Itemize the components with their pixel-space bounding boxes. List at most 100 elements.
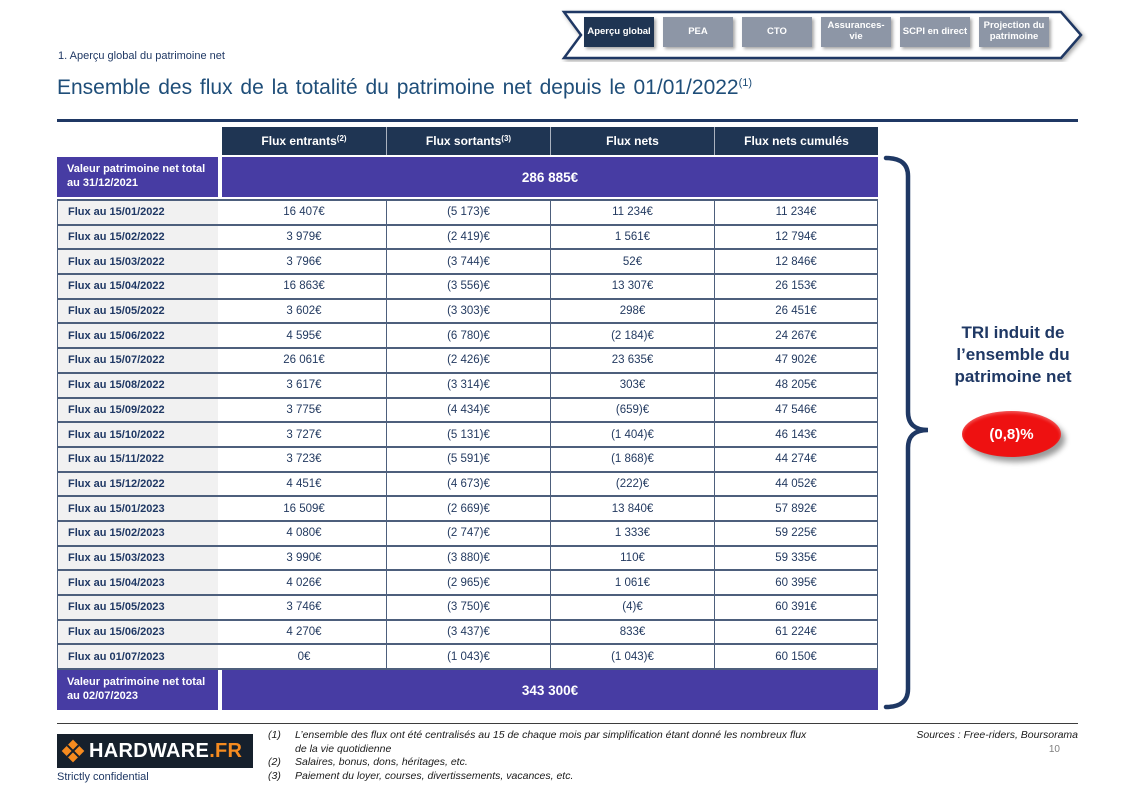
table-row: Flux au 15/04/2023 4 026€ (2 965)€ 1 061€ 60… [57,569,878,594]
cell-cumules: 11 234€ [714,201,878,224]
cell-entrants: 3 796€ [222,250,386,274]
cell-entrants: 16 407€ [222,201,386,224]
sources-label: Sources : Free-riders, Boursorama [916,729,1078,741]
cell-nets: 303€ [550,373,714,397]
tri-badge-value: (0,8)% [989,425,1034,443]
row-label: Flux au 15/07/2022 [57,349,218,372]
cell-cumules: 12 794€ [714,225,878,249]
tab-pea[interactable]: PEA [663,17,733,47]
column-gap [218,521,222,545]
cell-cumules: 60 395€ [714,571,878,594]
cell-entrants: 16 863€ [222,275,386,298]
table-row: Flux au 15/03/2023 3 990€ (3 880)€ 110€ 59 3… [57,544,878,570]
cell-nets: 13 840€ [550,497,714,520]
opening-summary-row: Valeur patrimoine net total au 31/12/202… [57,157,878,197]
table-row: Flux au 15/10/2022 3 727€ (5 131)€ (1 404)€… [57,421,878,446]
cell-sortants: (2 747)€ [386,521,550,545]
cell-entrants: 3 617€ [222,373,386,397]
row-label: Flux au 15/03/2022 [57,250,218,274]
footnote-text: L’ensemble des flux ont été centralisés … [295,729,807,755]
cell-sortants: (3 303)€ [386,299,550,323]
cell-sortants: (2 419)€ [386,225,550,249]
closing-row-value: 343 300€ [222,670,878,711]
table-header-row: Flux entrants (2) Flux sortants (3) Flux n… [57,127,878,155]
cell-nets: (222)€ [550,472,714,496]
cell-cumules: 47 902€ [714,349,878,372]
cell-sortants: (3 880)€ [386,546,550,570]
table-row: Flux au 15/05/2022 3 602€ (3 303)€ 298€ 26 4… [57,297,878,323]
closing-summary-row: Valeur patrimoine net total au 02/07/202… [57,670,878,711]
footnotes: (1) L’ensemble des flux ont été centralis… [268,729,816,784]
column-gap [218,620,222,644]
col-header-label: Flux nets [606,134,659,148]
row-label: Flux au 15/05/2023 [57,596,218,619]
tab-cto[interactable]: CTO [742,17,812,47]
header-spacer [57,127,218,155]
cell-entrants: 4 451€ [222,472,386,496]
page-title-text: Ensemble des flux de la totalité du patr… [57,76,739,99]
cell-sortants: (2 426)€ [386,349,550,372]
column-gap [218,447,222,471]
cell-nets: (2 184)€ [550,324,714,348]
row-label: Flux au 15/02/2022 [57,225,218,249]
tri-annotation-text: TRI induit de l’ensemble du patrimoine n… [954,323,1072,387]
cell-entrants: 0€ [222,645,386,669]
cell-sortants: (3 744)€ [386,250,550,274]
table-row: Flux au 01/07/2023 0€ (1 043)€ (1 043)€ 60 1… [57,643,878,671]
column-gap [218,571,222,594]
row-label: Flux au 15/03/2023 [57,546,218,570]
footnote: (2) Salaires, bonus, dons, héritages, etc… [268,756,816,770]
cell-entrants: 3 602€ [222,299,386,323]
tri-badge: (0,8)% [962,411,1061,457]
cell-entrants: 3 723€ [222,447,386,471]
cell-sortants: (5 173)€ [386,201,550,224]
column-gap [218,497,222,520]
title-rule [57,119,1078,122]
col-header-sup: (3) [501,134,512,143]
cell-sortants: (5 131)€ [386,423,550,446]
column-gap [218,472,222,496]
cell-sortants: (2 669)€ [386,497,550,520]
cell-entrants: 4 595€ [222,324,386,348]
tab-scpi-en-direct[interactable]: SCPI en direct [900,17,970,47]
table-row: Flux au 15/02/2022 3 979€ (2 419)€ 1 561€ 12… [57,223,878,249]
hardware-fr-logo: HARDWARE.FR [57,734,253,768]
logo-text-main: HARDWARE [89,739,210,762]
opening-row-label: Valeur patrimoine net total au 31/12/202… [57,157,218,197]
column-gap [218,324,222,348]
row-label: Flux au 15/06/2022 [57,324,218,348]
row-label: Flux au 15/05/2022 [57,299,218,323]
cell-nets: (4)€ [550,596,714,619]
footnote: (1) L’ensemble des flux ont été centralis… [268,729,816,756]
hardware-diamond-icon [61,739,85,763]
table-row: Flux au 15/02/2023 4 080€ (2 747)€ 1 333€ 59… [57,519,878,545]
row-label: Flux au 15/12/2022 [57,472,218,496]
logo-text-suffix: .FR [209,739,243,762]
row-label: Flux au 15/08/2022 [57,373,218,397]
cell-cumules: 47 546€ [714,398,878,422]
tab-assurances-vie[interactable]: Assurances-vie [821,17,891,47]
col-header-flux-entrants: Flux entrants (2) [222,127,386,155]
nav-tabs: Aperçu global PEA CTO Assurances-vie SCP… [584,17,1049,47]
cell-sortants: (4 434)€ [386,398,550,422]
tab-apercu-global[interactable]: Aperçu global [584,17,654,47]
tab-projection-patrimoine[interactable]: Projection du patrimoine [979,17,1049,47]
cell-entrants: 3 979€ [222,225,386,249]
col-header-label: Flux nets cumulés [744,134,849,148]
cell-cumules: 60 150€ [714,645,878,669]
cell-entrants: 16 509€ [222,497,386,520]
footnote-number: (2) [268,756,281,769]
cell-nets: 11 234€ [550,201,714,224]
table-row: Flux au 15/06/2022 4 595€ (6 780)€ (2 184)€… [57,322,878,348]
page-title: Ensemble des flux de la totalité du patr… [57,76,1017,100]
cell-entrants: 3 746€ [222,596,386,619]
section-label: 1. Aperçu global du patrimoine net [58,50,225,62]
flux-table: Flux entrants (2) Flux sortants (3) Flux n… [57,127,878,711]
column-gap [218,349,222,372]
column-gap [218,225,222,249]
column-gap [218,398,222,422]
cell-sortants: (2 965)€ [386,571,550,594]
confidential-label: Strictly confidential [57,771,149,783]
column-gap [218,596,222,619]
table-row: Flux au 15/06/2023 4 270€ (3 437)€ 833€ 61 2… [57,618,878,644]
